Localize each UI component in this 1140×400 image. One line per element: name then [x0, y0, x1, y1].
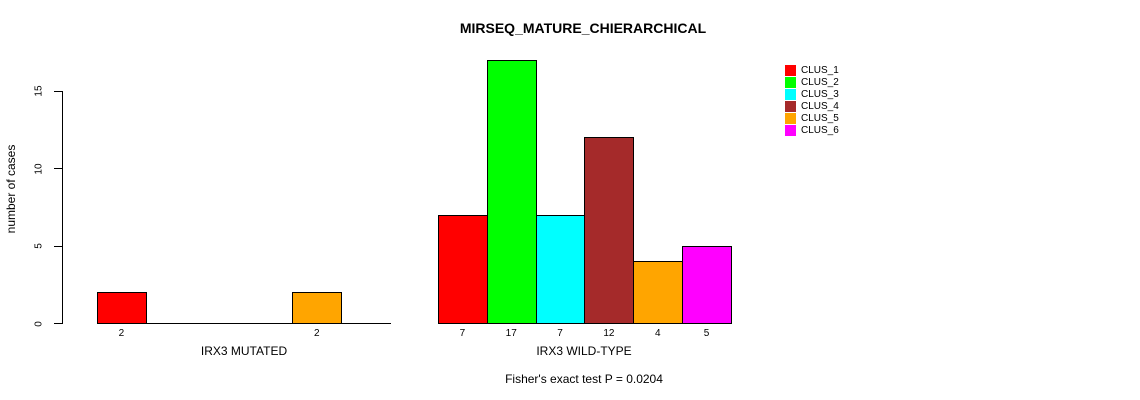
bar-value-label: 5 — [703, 328, 710, 339]
legend-swatch — [785, 125, 796, 137]
bar-value-label: 2 — [118, 328, 125, 339]
bar-value-label: 7 — [557, 328, 563, 339]
legend-item: CLUS_3 — [785, 88, 839, 100]
bar-value-label: 2 — [313, 328, 320, 339]
y-tick — [54, 168, 62, 170]
y-tick-label: 10 — [33, 163, 45, 175]
bar-value-label: 12 — [603, 328, 615, 339]
y-tick — [54, 323, 62, 324]
legend-label: CLUS_2 — [801, 76, 839, 88]
legend-item: CLUS_4 — [785, 100, 839, 112]
bar-value-label: 7 — [459, 328, 466, 339]
y-axis-line — [62, 90, 63, 324]
legend-swatch — [785, 100, 796, 112]
y-tick — [54, 90, 62, 92]
legend-label: CLUS_1 — [801, 64, 839, 76]
legend-label: CLUS_5 — [801, 112, 839, 124]
legend-label: CLUS_3 — [801, 88, 839, 100]
y-tick-label: 15 — [33, 85, 45, 97]
bar-value-label: 17 — [505, 328, 517, 339]
y-tick-label: 0 — [33, 320, 45, 327]
bar-CLUS_4 — [584, 137, 635, 324]
y-axis-label: number of cases — [4, 144, 18, 234]
legend-swatch — [785, 88, 796, 100]
bar-CLUS_3 — [535, 214, 586, 324]
legend: CLUS_1 CLUS_2 CLUS_3 CLUS_4 CLUS_5 CLUS_6 — [785, 64, 839, 137]
y-tick-label: 5 — [33, 243, 45, 249]
chart-title: MIRSEQ_MATURE_CHIERARCHICAL — [459, 20, 707, 36]
legend-label: CLUS_6 — [801, 125, 839, 137]
x-axis-baseline — [97, 323, 391, 324]
legend-swatch — [785, 64, 796, 76]
legend-item: CLUS_6 — [785, 124, 839, 137]
legend-swatch — [785, 112, 796, 124]
annotation-text: Fisher's exact test P = 0.0204 — [505, 372, 663, 386]
legend-item: CLUS_5 — [785, 112, 839, 124]
legend-item: CLUS_2 — [785, 76, 839, 88]
bar-value-label: 4 — [654, 328, 661, 339]
legend-item: CLUS_1 — [785, 64, 839, 76]
x-axis-group-label-wildtype: IRX3 WILD-TYPE — [536, 344, 632, 358]
bar-CLUS_2 — [486, 60, 537, 324]
bar-CLUS_5 — [292, 292, 343, 324]
bar-CLUS_1 — [438, 214, 488, 324]
x-axis-group-label-mutated: IRX3 MUTATED — [200, 344, 288, 358]
legend-label: CLUS_4 — [801, 100, 839, 112]
legend-swatch — [785, 76, 796, 88]
bar-CLUS_6 — [682, 245, 732, 324]
y-tick — [54, 245, 62, 247]
bar-CLUS_1 — [97, 292, 147, 324]
bar-CLUS_5 — [633, 261, 684, 324]
